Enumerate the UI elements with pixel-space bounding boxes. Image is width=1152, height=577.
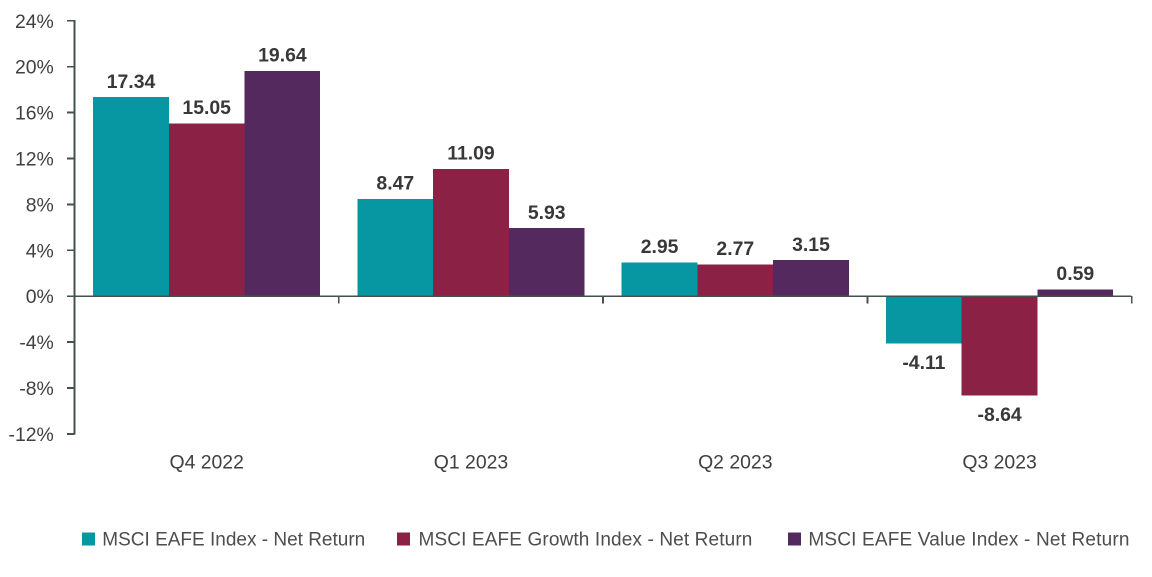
svg-text:Q2 2023: Q2 2023	[698, 451, 772, 473]
svg-text:Q1 2023: Q1 2023	[434, 451, 508, 473]
svg-text:MSCI EAFE Value Index - Net Re: MSCI EAFE Value Index - Net Return	[808, 530, 1129, 551]
svg-text:0.59: 0.59	[1056, 263, 1094, 285]
svg-text:17.34: 17.34	[107, 71, 156, 93]
svg-text:16%: 16%	[15, 103, 54, 125]
svg-text:5.93: 5.93	[528, 202, 566, 224]
svg-text:0%: 0%	[26, 286, 54, 308]
svg-text:2.95: 2.95	[641, 236, 679, 258]
svg-text:11.09: 11.09	[447, 143, 495, 165]
svg-text:-12%: -12%	[9, 424, 54, 446]
svg-text:8.47: 8.47	[376, 173, 414, 195]
svg-text:-4.11: -4.11	[902, 352, 945, 374]
svg-text:20%: 20%	[15, 57, 54, 79]
svg-text:-8%: -8%	[19, 378, 53, 400]
svg-text:2.77: 2.77	[716, 238, 754, 260]
svg-text:MSCI EAFE Growth Index - Net R: MSCI EAFE Growth Index - Net Return	[419, 530, 753, 551]
svg-text:Q3 2023: Q3 2023	[962, 451, 1036, 473]
svg-text:15.05: 15.05	[182, 97, 231, 119]
svg-text:4%: 4%	[26, 240, 54, 262]
svg-text:Q4 2022: Q4 2022	[169, 451, 243, 473]
svg-text:-8.64: -8.64	[977, 404, 1021, 426]
svg-text:12%: 12%	[15, 149, 54, 171]
svg-text:3.15: 3.15	[792, 234, 830, 256]
svg-text:24%: 24%	[15, 11, 54, 33]
svg-text:MSCI EAFE Index - Net Return: MSCI EAFE Index - Net Return	[102, 530, 365, 551]
svg-text:19.64: 19.64	[258, 45, 307, 67]
svg-text:8%: 8%	[26, 194, 54, 216]
svg-text:-4%: -4%	[19, 332, 53, 354]
